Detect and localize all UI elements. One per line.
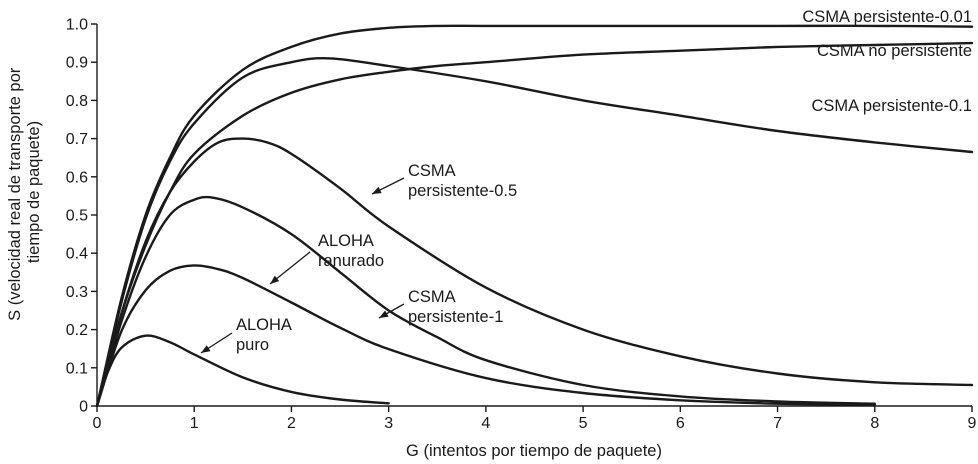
label-csma-persistente-0-5: CSMA persistente-0.5 (408, 162, 517, 200)
x-tick-label: 7 (773, 415, 782, 432)
label-aloha-puro: ALOHA puro (236, 316, 292, 354)
y-tick-label: 0.9 (66, 55, 88, 72)
y-tick-label: 0.8 (66, 93, 88, 110)
label-line: CSMA persistente-0.01 (802, 8, 972, 26)
y-tick-label: 0.5 (66, 208, 88, 225)
label-leaders (200, 177, 405, 354)
y-axis-title-line-2: tiempo de paquete) (25, 121, 43, 263)
label-line: puro (236, 336, 269, 354)
label-line: CSMA (408, 162, 456, 180)
y-tick-label: 0 (79, 399, 88, 416)
x-tick-label: 5 (579, 415, 588, 432)
label-csma-persistente-0-1: CSMA persistente-0.1 (812, 97, 973, 115)
x-tick-label: 9 (968, 415, 977, 432)
label-line: CSMA no persistente (817, 42, 972, 60)
curve-labels: CSMA persistente-0.01 CSMA no persistente… (236, 8, 972, 354)
label-csma-persistente-0-01: CSMA persistente-0.01 (802, 8, 972, 26)
y-axis-title-line-1: S (velocidad real de transporte por (6, 67, 24, 321)
x-tick-label: 6 (676, 415, 685, 432)
curves (95, 24, 974, 408)
label-line: ALOHA (318, 232, 374, 250)
curve-csma-persistente-1 (95, 195, 876, 408)
arrowhead (372, 186, 382, 194)
y-tick-label: 0.2 (66, 322, 88, 339)
curve-csma-persistente-0-1 (95, 57, 974, 408)
arrowhead (379, 310, 389, 318)
x-axis-title: G (intentos por tiempo de paquete) (406, 442, 662, 460)
label-aloha-ranurado: ALOHA ranurado (318, 232, 384, 270)
label-csma-persistente-1: CSMA persistente-1 (408, 288, 503, 326)
x-tick-label: 1 (190, 415, 199, 432)
label-line: persistente-1 (408, 308, 503, 326)
leader-aloha-puro (200, 332, 233, 354)
y-tick-label: 0.3 (66, 284, 88, 301)
y-tick-label: 0.6 (66, 169, 88, 186)
label-line: ranurado (318, 252, 384, 270)
y-tick-label: 0.1 (66, 360, 88, 377)
label-csma-no-persistente: CSMA no persistente (817, 42, 972, 60)
x-ticks: 0 1 2 3 4 5 6 7 8 9 (93, 406, 977, 432)
arrowhead (270, 275, 280, 284)
curve-csma-persistente-0-01 (95, 24, 974, 408)
y-tick-label: 1.0 (66, 17, 88, 34)
y-ticks: 0 0.1 0.2 0.3 0.4 0.5 0.6 0.7 0.8 0.9 1.0 (66, 17, 97, 416)
curve-csma-no-persistente (95, 41, 974, 408)
x-tick-label: 2 (287, 415, 296, 432)
curve-aloha-ranurado (95, 264, 876, 408)
curve-aloha-puro (95, 334, 390, 408)
label-line: CSMA persistente-0.1 (812, 97, 973, 115)
leader-csma-persistente-1 (378, 303, 405, 319)
curve-csma-persistente-0-5 (95, 137, 974, 408)
label-line: persistente-0.5 (408, 182, 517, 200)
leader-csma-persistente-0-5 (371, 177, 405, 195)
y-tick-label: 0.7 (66, 131, 88, 148)
arrowhead (201, 345, 211, 353)
x-tick-label: 8 (870, 415, 879, 432)
y-axis-title: S (velocidad real de transporte por tiem… (6, 63, 43, 321)
x-tick-label: 0 (93, 415, 102, 432)
leader-aloha-ranurado (269, 251, 311, 285)
label-line: CSMA (408, 288, 456, 306)
y-tick-label: 0.4 (66, 246, 88, 263)
label-line: ALOHA (236, 316, 292, 334)
x-tick-label: 4 (481, 415, 490, 432)
x-tick-label: 3 (384, 415, 393, 432)
